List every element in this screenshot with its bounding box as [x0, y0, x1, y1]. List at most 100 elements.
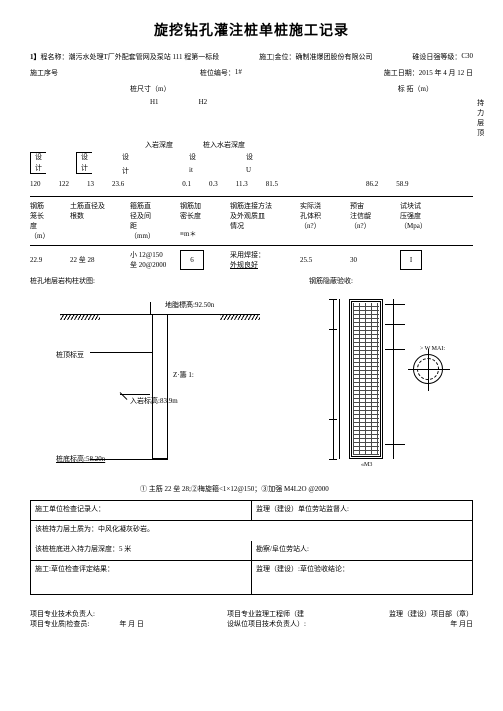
t2v-4: 6	[190, 256, 194, 264]
t2h-c3: 箍筋直 径及间 距 （mm）	[130, 201, 170, 241]
she-4: 设	[189, 152, 196, 162]
top-level-line	[90, 352, 152, 353]
sig-r1c1: 施工单位检查记录人：	[31, 501, 252, 521]
sig-r3c2: 勘察/阜位劳站人:	[252, 541, 473, 561]
unit-label: 施工|金位：	[259, 52, 295, 62]
column-hatch	[353, 303, 379, 455]
section-circle	[413, 354, 443, 384]
dim-v2	[333, 329, 334, 419]
t2v-3a: 小 12@150	[130, 250, 170, 260]
grade-label: 碓设日强等级：	[412, 52, 461, 62]
rebar-note: ① 主筋 22 垒 28;②梅旋箍<1×12@150；③加强 M4L2O @20…	[140, 484, 329, 494]
header-row-1: 1】 程名称： 潮污水处理T厂外配套管网及泵站 111 程第一标段 施工|金位：…	[30, 52, 473, 62]
pile-top-elev: 地脂標髙:92.50n	[165, 300, 214, 310]
ms-label: «M3	[361, 462, 372, 468]
n0: 120	[30, 180, 41, 188]
t2v-5b: 外规良好	[230, 260, 290, 270]
t2h-c1: 钢筋 笼长 度 （m）	[30, 201, 60, 241]
footer-f2: 项目专业质|检查员:	[30, 619, 89, 629]
pile-outline	[152, 314, 168, 459]
seq-label: 施工序号	[30, 68, 58, 78]
ji-2: 计	[81, 163, 88, 174]
t2h-c8: 试块试 压强度 （Mpa）	[400, 201, 440, 241]
n3: 23.6	[112, 180, 124, 188]
pile-label: 桩位编号：	[200, 68, 235, 78]
zr-label: Z·籌 1:	[173, 370, 194, 380]
n6: 11.3	[236, 180, 248, 188]
size-label: 桩尺寸（m）	[130, 84, 170, 94]
footer-f4b: 年 月日	[389, 619, 473, 629]
bullet: 1】	[30, 52, 41, 62]
divider-1	[30, 196, 473, 197]
pile-top-label: 桩顶标豆	[56, 350, 84, 360]
circle-rebar-ring	[417, 358, 439, 380]
date-val: 2015 年 4 月 12 日	[419, 68, 473, 78]
she-3: 设	[122, 152, 129, 162]
t2h-c4: 钢筋加 密长度 ≡m＊	[180, 201, 220, 241]
sig-r1c2: 监理（建设）单位劳站监督人:	[252, 501, 473, 521]
unit-name: 确制准爆团股份有限公司	[296, 52, 373, 62]
t2v-8-box: I	[400, 250, 422, 270]
divider-2	[30, 245, 473, 246]
footer-f2b: 年 月 日	[119, 619, 144, 629]
hole-desc-label: 桩孔地层岩构柱状图:	[30, 276, 95, 286]
design-box-1: 设 计	[30, 152, 46, 174]
t2v-6: 25.5	[300, 256, 340, 264]
rock-line	[120, 394, 150, 395]
ji-4: it	[189, 166, 196, 174]
page-title: 旋挖钻孔灌注桩单桩施工记录	[30, 20, 473, 40]
she-2: 设	[81, 152, 88, 163]
t2h-c7: 预宙 注信龊 （n?）	[350, 201, 390, 241]
pile-no: 1#	[235, 68, 242, 78]
t2h-c5: 钢筋连接方法 及外观质皿 情况	[230, 201, 290, 241]
leader-2	[385, 324, 405, 325]
dim-h1	[329, 299, 337, 300]
sig-r3c1: 该桩桩底进入持力层深度：5 米	[31, 541, 252, 561]
hidden-accept-label: 钢筋隐蔽验收:	[309, 276, 353, 286]
proj-name: 潮污水处理T厂外配套管网及泵站 111 程第一标段	[69, 52, 220, 62]
n9: 58.9	[396, 180, 408, 188]
n1: 122	[59, 180, 70, 188]
t2v-1: 22.9	[30, 256, 60, 264]
wmai-label: > W MAI:	[420, 346, 445, 352]
ext-line-left	[339, 299, 340, 459]
sig-r2: 该桩持力层土质为：中风化凝灰砂岩。	[31, 521, 473, 541]
ji-3: 计	[122, 166, 129, 176]
footer-row: 项目专业技术负责人: 项目专业质|检查员: 年 月 日 项目专业监理工程师（建 …	[30, 609, 473, 629]
leader-3	[385, 349, 405, 350]
sig-r4c1: 施工:草位检查评定结果：	[31, 561, 252, 595]
into-rock-label: 入岩标高:83.9m	[130, 396, 178, 406]
proj-label: 程名称：	[41, 52, 69, 62]
footer-f1: 项目专业技术负责人:	[30, 609, 144, 619]
t2v-2: 22 垒 28	[70, 255, 120, 265]
signature-table: 施工单位检查记录人： 监理（建设）单位劳站监督人: 该桩持力层土质为：中风化凝灰…	[30, 500, 473, 595]
pile-bot-label: 桩底标高:58.20n	[56, 454, 105, 464]
she-1: 设	[35, 152, 42, 163]
diagram-zone: 地脂標髙:92.50n 桩顶标豆 Z·籌 1: 入岩标高:83.9m 桩底标高:…	[30, 294, 473, 494]
she-5: 设	[246, 152, 253, 162]
t2h-c6: 实际浇 孔体积 （n?）	[300, 201, 340, 241]
h2-label: H2	[199, 98, 208, 138]
diagram-column-rebar: > W MAI: «M3	[313, 294, 443, 474]
n7: 81.5	[266, 180, 278, 188]
footer-f3: 项目专业监理工程师（建	[227, 609, 306, 619]
dim-h4	[329, 459, 337, 460]
u-label: U	[246, 166, 253, 174]
n8: 86.2	[366, 180, 378, 188]
layer-top: 持力层顶	[477, 98, 484, 138]
t2v-8: I	[410, 256, 412, 264]
dim-v3	[333, 419, 334, 459]
t2v-5a: 采用焊接：	[230, 250, 290, 260]
footer-f4: 监理（建设）项目部（章）	[389, 609, 473, 619]
grade-val: C30	[461, 52, 473, 62]
arrow-top	[150, 302, 151, 314]
depth1-label: 入岩深度	[145, 140, 173, 150]
t2h-c2: 土筋直径及 根数	[70, 201, 120, 241]
header-row-2: 施工序号 桩位编号： 1# 施工日期： 2015 年 4 月 12 日	[30, 68, 473, 78]
leader-1	[385, 304, 405, 305]
date-label: 施工日期：	[384, 68, 419, 78]
elev-label: 标 拓（m）	[398, 84, 433, 94]
h1-label: H1	[150, 98, 159, 138]
sig-r4c2: 监理（建设）:草位验收结论：	[252, 561, 473, 595]
ji-1: 计	[35, 163, 42, 174]
